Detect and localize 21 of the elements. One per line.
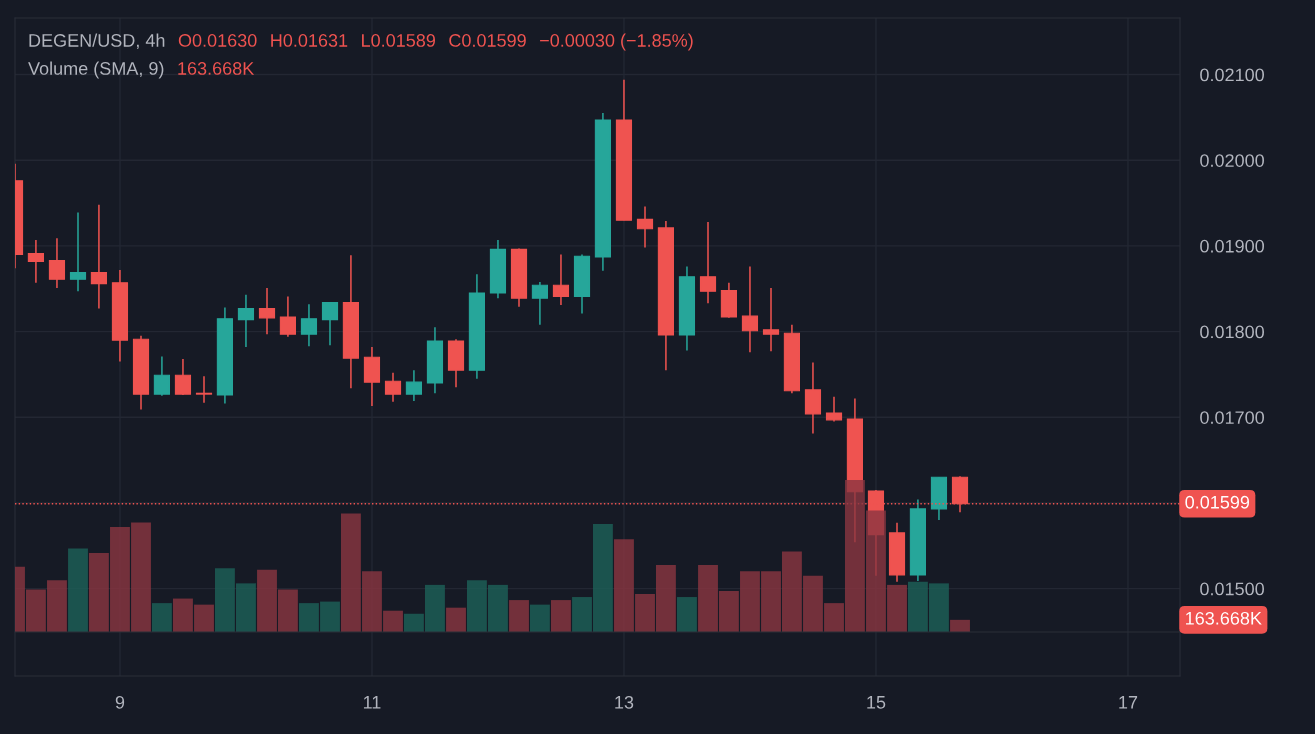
- y-tick-label: 0.01800: [1200, 325, 1264, 339]
- x-tick-label: 17: [1119, 696, 1138, 709]
- annotation: 163.668K: [178, 62, 255, 75]
- text: DEGEN/USD, 4h: [29, 33, 165, 49]
- y-tick-label: 0.01500: [1200, 582, 1264, 596]
- y-tick-label: 0.02100: [1200, 68, 1264, 82]
- x-tick-label: 15: [867, 696, 886, 709]
- chart-title: Volume (SMA, 9): [28, 61, 164, 79]
- annotation: −0.00030 (−1.85%): [540, 33, 693, 51]
- x-tick-label: 9: [115, 695, 125, 709]
- ref-line-label: 0.01599: [1185, 495, 1250, 509]
- annotation: L0.01589: [362, 34, 436, 47]
- x-tick-label: 13: [615, 695, 634, 709]
- x-tick-label: 11: [363, 696, 381, 709]
- annotation: H0.01631: [271, 34, 348, 47]
- annotation: O0.01630: [178, 34, 257, 47]
- text: 163.668K: [1186, 611, 1262, 625]
- y-tick-label: 0.01900: [1200, 239, 1264, 253]
- annotation: C0.01599: [449, 34, 526, 47]
- y-tick-label: 0.02000: [1200, 154, 1264, 167]
- y-tick-label: 0.01700: [1200, 411, 1264, 424]
